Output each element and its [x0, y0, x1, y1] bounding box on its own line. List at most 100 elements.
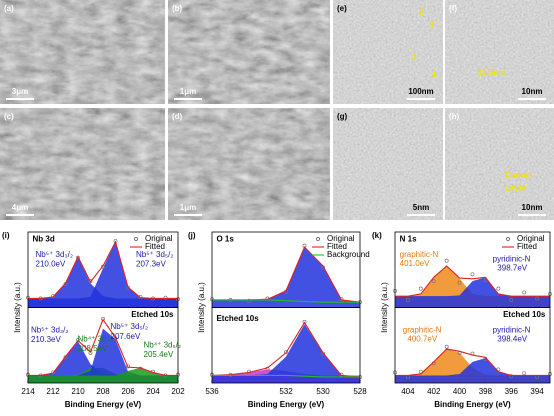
peak-annotation: pyridinic-N [493, 325, 531, 334]
x-tick-label: 206 [121, 387, 135, 396]
legend-label: Background [327, 250, 370, 259]
fit-line [212, 299, 360, 303]
scale-bar-label: 5nm [413, 203, 429, 212]
panel-label: (c) [4, 112, 14, 121]
micrograph [333, 108, 443, 220]
peak-annotation: Nb⁵⁺ 3d₅/₂ [136, 250, 173, 259]
x-tick-label: 398 [479, 387, 493, 396]
micrograph [445, 108, 554, 220]
peak-annotation: 401.0eV [400, 259, 430, 268]
fit-line [211, 321, 361, 378]
peak-annotation: Nb⁵⁺ 3d₅/₂ [111, 322, 148, 331]
peak-area [28, 328, 178, 383]
legend-label: Fitted [517, 242, 537, 251]
fit-line [212, 374, 360, 378]
peak-annotation: 210.0eV [36, 260, 66, 269]
data-point [405, 298, 410, 302]
peak-area [395, 277, 550, 308]
data-point [444, 258, 449, 263]
x-tick-label: 528 [353, 387, 367, 396]
x-tick-label: 530 [316, 387, 330, 396]
data-point [509, 298, 514, 302]
legend-marker [505, 236, 511, 242]
peak-annotation: 208.5eV [78, 344, 108, 353]
legend-marker [315, 236, 321, 242]
peak-area [395, 358, 550, 383]
legend-label: Original [517, 234, 545, 243]
data-point [163, 295, 168, 300]
x-tick-label: 214 [21, 387, 35, 396]
data-point [470, 272, 475, 277]
y-axis-label: Intensity (a.u.) [380, 282, 389, 333]
x-tick-label: 532 [279, 387, 293, 396]
panel-title: Etched 10s [216, 314, 259, 323]
micrograph [445, 0, 554, 104]
legend-label: Fitted [327, 242, 347, 251]
legend-label: Original [145, 234, 173, 243]
x-axis-label: Binding Energy (eV) [248, 400, 325, 409]
panel-label: (f) [449, 4, 457, 13]
peak-annotation: 205.4eV [144, 350, 174, 359]
data-point [496, 286, 501, 291]
x-tick-label: 396 [505, 387, 519, 396]
data-point [483, 278, 488, 283]
micrograph [0, 108, 165, 220]
x-tick-label: 536 [205, 387, 219, 396]
x-tick-label: 208 [96, 387, 110, 396]
x-tick-label: 210 [71, 387, 85, 396]
peak-annotation: graphitic-N [400, 250, 439, 259]
data-point [431, 279, 436, 284]
peak-annotation: Nb⁵⁺ 3d₃/₂ [36, 250, 73, 259]
panel-title: Etched 10s [503, 310, 546, 319]
peak-annotation: 210.3eV [31, 335, 61, 344]
data-point [51, 294, 55, 299]
scale-bar-label: 100nm [408, 87, 433, 96]
x-tick-label: 202 [171, 387, 185, 396]
y-axis-label: Intensity (a.u.) [197, 282, 206, 333]
panel-label: (h) [449, 112, 460, 121]
scale-bar-label: 1μm [180, 203, 196, 212]
scale-bar-label: 1μm [180, 87, 196, 96]
scale-bar-label: 4μm [12, 203, 28, 212]
panel-title: Etched 10s [131, 310, 174, 319]
panel-label: (d) [172, 112, 183, 121]
peak-area [28, 241, 178, 308]
peak-annotation: 398.7eV [497, 263, 527, 272]
peak-annotation: 398.4eV [497, 334, 527, 343]
annotation: 2 [419, 8, 424, 17]
data-point [51, 370, 55, 375]
data-point [522, 290, 527, 295]
peak-area [28, 341, 178, 383]
x-tick-label: 404 [401, 387, 415, 396]
micrograph [333, 0, 443, 104]
data-point [535, 296, 540, 301]
peak-annotation: Nb⁴⁺ 3d₃/₂ [78, 334, 116, 343]
legend-label: Fitted [145, 242, 165, 251]
data-point [509, 374, 514, 379]
peak-area [212, 247, 360, 308]
fit-line [395, 348, 550, 376]
peak-annotation: 400.7eV [407, 334, 437, 343]
peak-area [395, 349, 550, 383]
data-point [247, 298, 251, 303]
peak-annotation: 207.3eV [136, 260, 166, 269]
peak-annotation: 207.6eV [111, 332, 141, 341]
annotation: Carbon [505, 170, 533, 179]
data-point [126, 364, 130, 369]
panel-title: Nb 3d [33, 235, 55, 244]
peak-annotation: pyridinic-N [493, 254, 531, 263]
panel-label: (j) [188, 231, 196, 240]
fit-line [28, 240, 178, 299]
peak-area [28, 367, 178, 383]
x-axis-label: Binding Energy (eV) [65, 400, 142, 409]
panel-label: (i) [2, 231, 10, 240]
annotation: 1 [432, 70, 437, 79]
scale-bar-label: 10nm [522, 87, 543, 96]
panel-label: (g) [337, 112, 348, 121]
peak-area [212, 324, 360, 383]
micrograph [0, 0, 165, 104]
fit-line [395, 265, 550, 297]
annotation: 13.5nm [478, 68, 506, 77]
y-axis-label: Intensity (a.u.) [13, 282, 22, 333]
